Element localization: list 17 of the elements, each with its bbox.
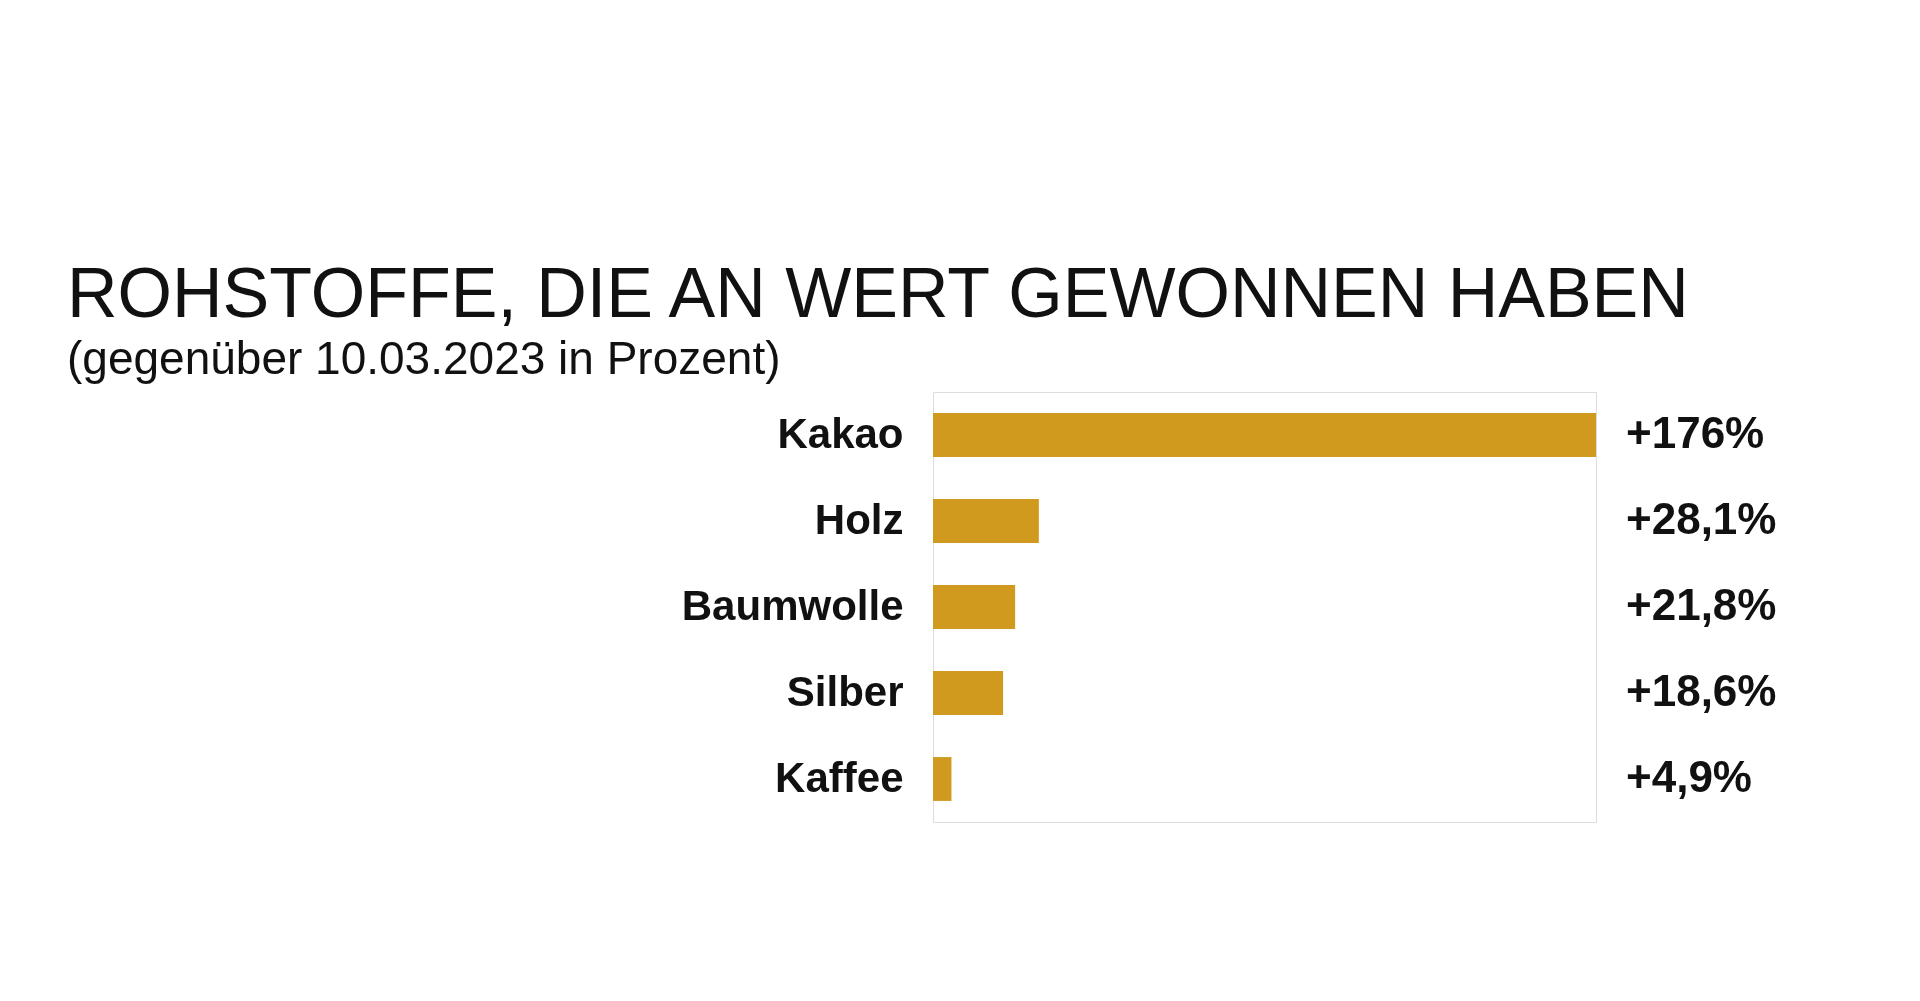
text: (gegenüber 10.03.2023 in Prozent)	[67, 332, 781, 384]
data-label: +4,9%	[1626, 752, 1752, 801]
bar	[933, 757, 952, 801]
chart-title: ROHSTOFFE, DIE AN WERT GEWONNEN HABEN	[67, 254, 1689, 332]
y-tick-label: Holz	[814, 496, 904, 543]
y-tick-label: Kaffee	[775, 754, 904, 801]
data-label: +28,1%	[1626, 494, 1777, 543]
bar	[933, 413, 1596, 457]
bar	[933, 585, 1016, 629]
data-label: +18,6%	[1626, 666, 1777, 715]
bar	[933, 499, 1039, 543]
y-tick-label: Baumwolle	[681, 582, 904, 629]
y-tick-label: Kakao	[777, 410, 904, 457]
bar	[933, 671, 1004, 715]
y-tick-label: Silber	[786, 668, 904, 715]
data-label: +21,8%	[1626, 580, 1777, 629]
data-label: +176%	[1626, 408, 1765, 457]
